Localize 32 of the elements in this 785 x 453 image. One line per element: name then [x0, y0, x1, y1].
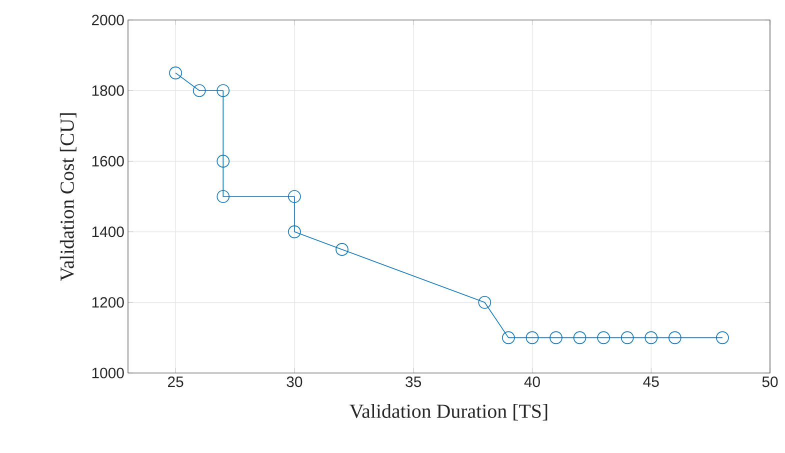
y-tick-label: 1000: [92, 368, 124, 378]
point: [288, 225, 301, 238]
x-tick-label: 30: [286, 376, 302, 388]
point: [668, 331, 682, 344]
point: [216, 84, 230, 97]
point: [526, 331, 539, 344]
y-axis-title: Validation Cost [CU]: [60, 113, 76, 281]
y-tick-label: 2000: [92, 14, 124, 26]
x-tick-label: 50: [762, 376, 778, 388]
y-tick-label: 1800: [92, 85, 124, 96]
point: [550, 331, 562, 344]
point: [192, 84, 206, 97]
point: [216, 154, 230, 168]
point: [620, 331, 634, 344]
y-tick-label: 1400: [92, 226, 124, 238]
point: [478, 296, 492, 309]
x-tick-label: 40: [524, 376, 540, 388]
point: [716, 331, 729, 344]
point: [502, 331, 515, 344]
point: [216, 190, 230, 203]
x-tick-label: 45: [643, 376, 659, 387]
y-tick-label: 1600: [92, 156, 124, 166]
point: [573, 331, 586, 344]
point: [336, 243, 348, 256]
x-axis-title: Validation Duration [TS]: [350, 404, 548, 420]
y-tick-label: 1200: [92, 297, 124, 308]
point: [597, 331, 610, 344]
x-tick-label: 25: [168, 376, 184, 388]
point: [644, 331, 658, 344]
point: [169, 66, 182, 80]
x-tick-label: 35: [406, 376, 422, 388]
point: [288, 190, 301, 203]
